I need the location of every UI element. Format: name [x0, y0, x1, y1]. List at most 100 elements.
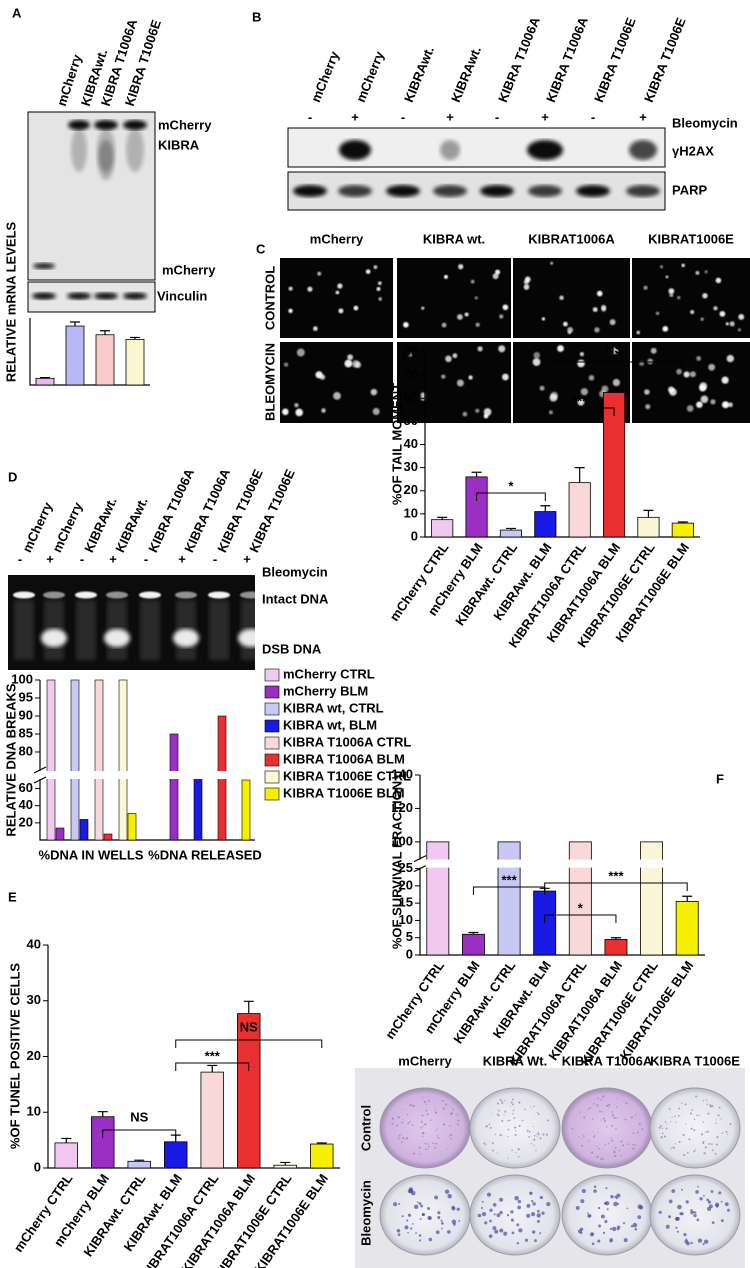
- colony: [658, 1126, 661, 1129]
- colony: [686, 1151, 689, 1154]
- colony: [512, 1112, 514, 1115]
- colony: [539, 1232, 542, 1235]
- bar: [193, 771, 203, 841]
- bracket: [472, 886, 546, 895]
- comet: [523, 284, 530, 290]
- colony: [422, 1096, 424, 1099]
- colony: [615, 1106, 618, 1108]
- colony: [637, 1204, 643, 1209]
- colony: [636, 1131, 639, 1134]
- comet: [549, 393, 558, 402]
- colony: [434, 1195, 439, 1200]
- y-tick-label: 100: [11, 671, 33, 686]
- y-tick-label: 15: [399, 895, 413, 910]
- colony: [706, 1103, 709, 1106]
- y-tick-label: 120: [391, 800, 413, 815]
- micrograph: [513, 258, 630, 338]
- colony: [456, 1207, 460, 1211]
- colony: [456, 1123, 459, 1126]
- colony: [408, 1121, 411, 1123]
- colony: [665, 1127, 668, 1130]
- colony: [489, 1208, 493, 1212]
- colony: [536, 1136, 538, 1138]
- colony: [514, 1133, 517, 1137]
- blot-label: mCherry: [162, 262, 216, 277]
- axis-line: [39, 680, 255, 841]
- colony: [600, 1098, 603, 1101]
- band: [123, 120, 147, 130]
- colony: [442, 1123, 446, 1126]
- colony: [614, 1146, 617, 1149]
- colony: [597, 1206, 601, 1210]
- colony: [696, 1114, 698, 1117]
- colony: [620, 1154, 622, 1157]
- colony: [434, 1111, 438, 1114]
- colony: [407, 1213, 412, 1217]
- colony: [449, 1134, 452, 1136]
- treatment-label: -: [308, 109, 312, 124]
- colony: [526, 1203, 531, 1208]
- comet: [659, 265, 664, 269]
- colony: [490, 1113, 492, 1115]
- colony: [610, 1124, 614, 1127]
- colony: [532, 1202, 536, 1206]
- comet: [650, 347, 657, 354]
- colony: [660, 1124, 662, 1127]
- error-bar: [207, 1064, 218, 1073]
- colony: [707, 1112, 710, 1115]
- error-bar: [40, 377, 50, 379]
- bar: [35, 377, 55, 386]
- blot-label: KIBRA: [158, 137, 200, 152]
- x-tick-label: %DNA IN WELLS: [39, 847, 144, 862]
- colony: [602, 1231, 606, 1235]
- error-bar: [61, 1137, 72, 1143]
- comet: [611, 347, 619, 355]
- error-bar: [574, 467, 585, 483]
- colony: [582, 1135, 585, 1137]
- comet: [700, 395, 709, 404]
- colony: [729, 1123, 732, 1126]
- colony: [600, 1214, 605, 1219]
- comet: [636, 330, 641, 335]
- colony: [697, 1238, 703, 1243]
- legend-swatch: [264, 668, 280, 682]
- colony: [521, 1119, 524, 1122]
- axis-break: [32, 771, 257, 779]
- colony: [481, 1200, 484, 1203]
- colony: [674, 1115, 676, 1118]
- y-tick-label: 50: [404, 413, 418, 428]
- colony: [530, 1106, 532, 1108]
- y-axis-label: %OF TAIL MOMENT: [389, 383, 404, 505]
- colony: [422, 1125, 424, 1128]
- comet: [475, 322, 480, 327]
- colony: [685, 1238, 688, 1241]
- colony: [580, 1199, 585, 1204]
- comet: [335, 290, 340, 295]
- colony: [407, 1231, 409, 1234]
- bar: [127, 1160, 151, 1169]
- band: [175, 591, 197, 599]
- colony: [447, 1194, 452, 1199]
- colony: [452, 1108, 454, 1111]
- colony: [411, 1223, 414, 1225]
- blot-label: γH2AX: [672, 143, 714, 158]
- colony: [411, 1124, 414, 1126]
- comet: [441, 374, 446, 379]
- band: [67, 292, 91, 300]
- y-tick-label: 95: [19, 689, 33, 704]
- annotation: *: [578, 900, 584, 915]
- colony: [458, 1220, 461, 1222]
- band: [528, 185, 562, 197]
- comet: [492, 273, 499, 280]
- colony: [696, 1218, 700, 1222]
- colony: [526, 1213, 531, 1218]
- colony: [401, 1109, 403, 1111]
- y-axis-label: RELATIVE DNA BREAKS: [3, 683, 18, 836]
- colony: [486, 1125, 489, 1127]
- comet: [702, 293, 708, 299]
- colony: [424, 1142, 427, 1145]
- lane-label: mCherry: [353, 49, 387, 105]
- bar: [640, 841, 664, 956]
- colony: [593, 1185, 597, 1189]
- colony: [593, 1189, 597, 1193]
